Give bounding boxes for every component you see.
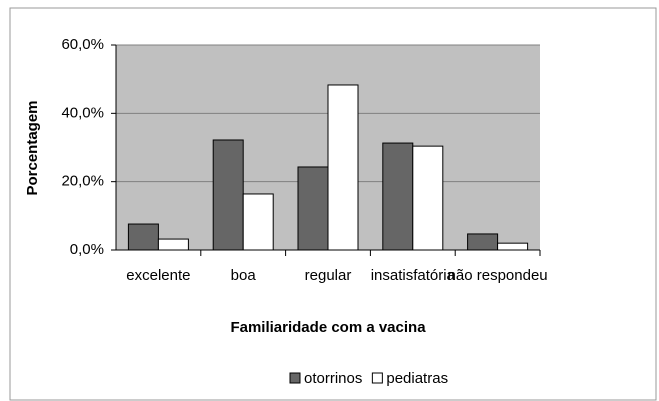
bar bbox=[327, 84, 359, 251]
bar bbox=[497, 242, 529, 251]
legend-swatch bbox=[371, 372, 383, 384]
x-tick-label: regular bbox=[305, 267, 352, 284]
x-axis-label: Familiaridade com a vacina bbox=[230, 319, 426, 336]
bar bbox=[157, 238, 189, 251]
x-tick-label: excelente bbox=[126, 267, 190, 284]
bar bbox=[297, 166, 329, 251]
bar bbox=[212, 139, 244, 251]
bar bbox=[127, 223, 159, 251]
bar bbox=[242, 193, 274, 251]
y-axis-label: Porcentagem bbox=[24, 100, 41, 195]
x-tick-label: boa bbox=[231, 267, 257, 284]
legend-label: otorrinos bbox=[304, 370, 362, 387]
bar bbox=[467, 233, 499, 251]
y-tick-label: 0,0% bbox=[70, 241, 104, 258]
x-tick-label: não respondeu bbox=[448, 267, 548, 284]
legend-label: pediatras bbox=[386, 370, 448, 387]
y-tick-label: 20,0% bbox=[61, 173, 104, 190]
legend-swatch bbox=[289, 372, 301, 384]
x-tick-label: insatisfatória bbox=[371, 267, 456, 284]
y-tick-label: 40,0% bbox=[61, 104, 104, 121]
bar bbox=[412, 145, 444, 251]
bar bbox=[382, 142, 414, 251]
y-tick-label: 60,0% bbox=[61, 36, 104, 53]
